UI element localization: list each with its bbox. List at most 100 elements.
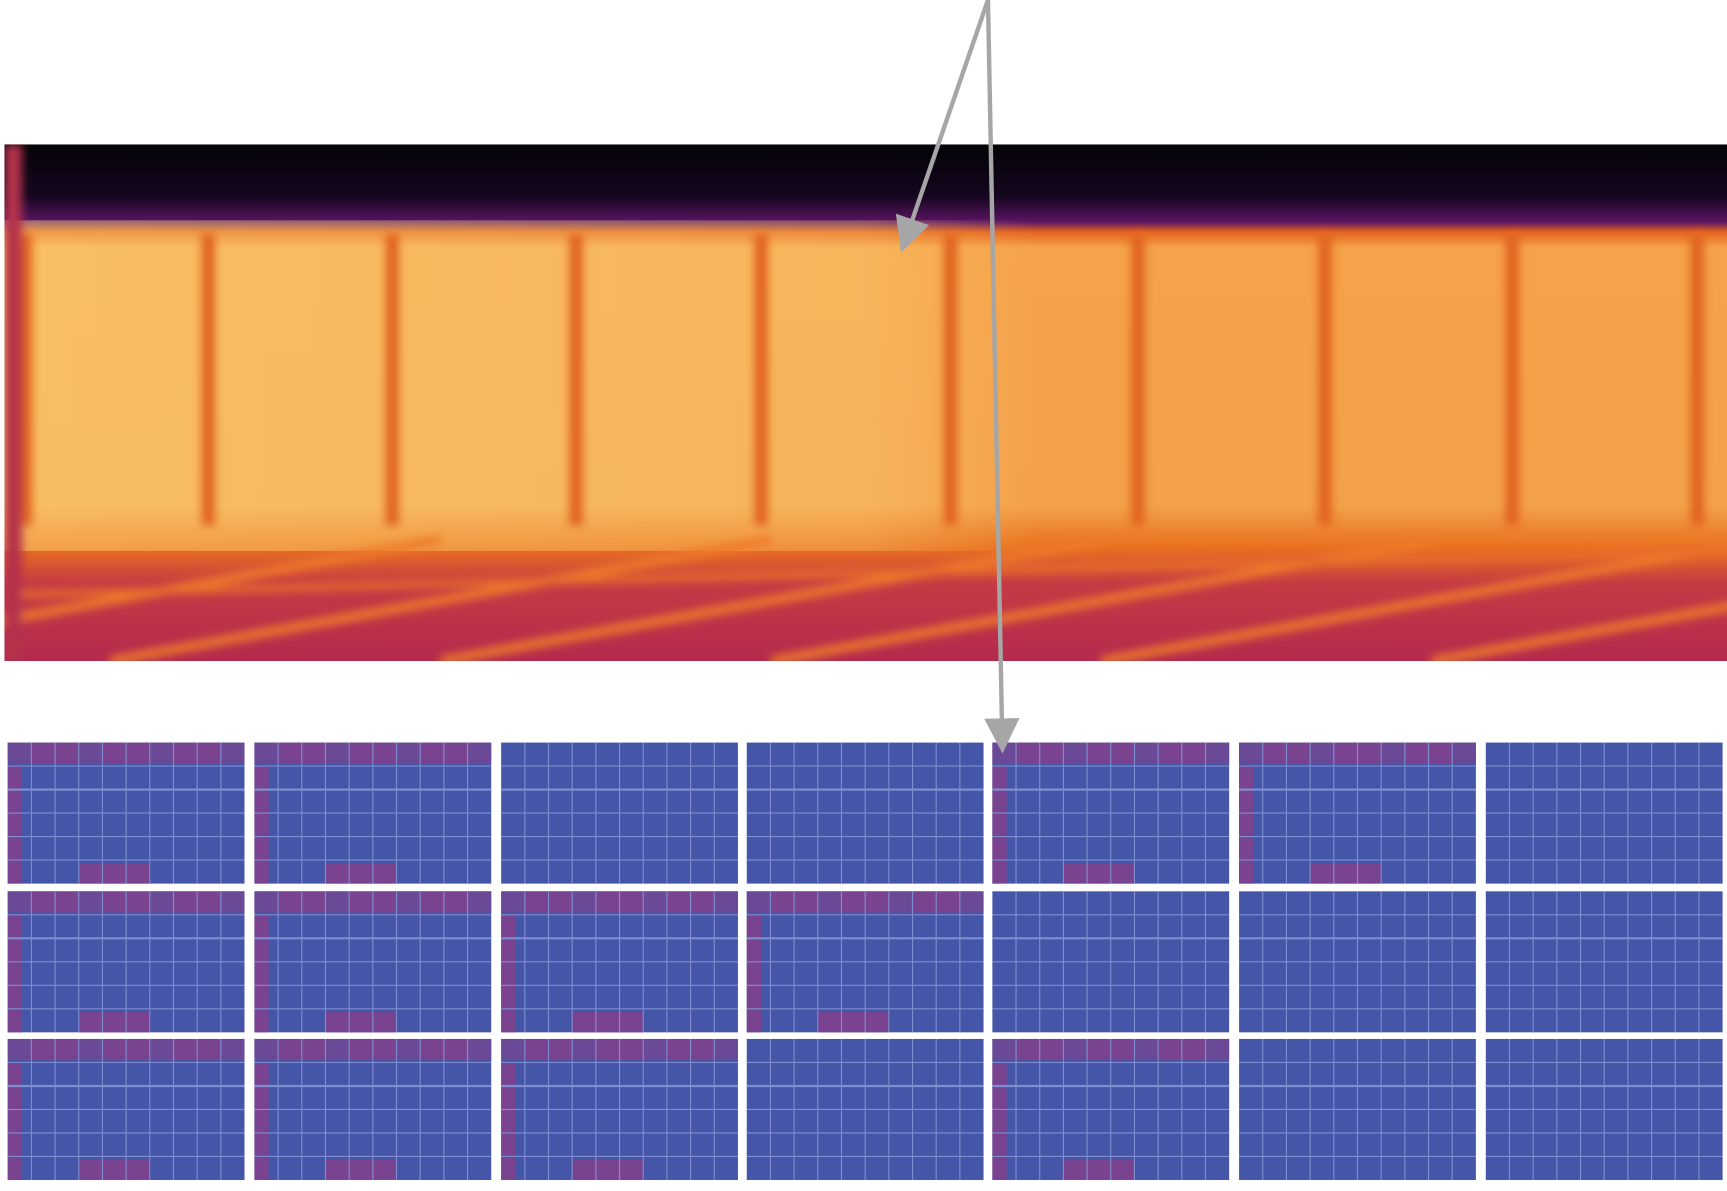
hot-cell <box>501 891 525 913</box>
hot-cell <box>501 1132 516 1157</box>
hot-cell <box>126 1038 150 1061</box>
hot-cell <box>666 891 691 913</box>
hot-cell <box>992 1156 1007 1180</box>
hot-cell <box>1087 742 1111 764</box>
hot-cell <box>1063 1159 1088 1180</box>
module <box>992 1038 1230 1180</box>
hot-cell <box>220 891 245 913</box>
hot-cell <box>7 1132 22 1157</box>
hot-cell <box>372 742 397 764</box>
hot-cell <box>102 742 127 764</box>
module <box>1485 891 1723 1033</box>
hot-cell <box>126 1012 150 1033</box>
hot-cell <box>7 813 22 837</box>
hot-cell <box>254 766 269 790</box>
module <box>254 1038 492 1180</box>
hot-cell <box>1016 1038 1040 1061</box>
hot-cell <box>349 863 373 884</box>
hot-cell <box>7 1156 22 1180</box>
hot-cell <box>992 766 1007 790</box>
hot-cell <box>7 985 22 1009</box>
hot-cell <box>396 1038 421 1061</box>
hot-cell <box>278 891 302 913</box>
hot-cell <box>936 891 960 913</box>
module <box>1485 1038 1723 1180</box>
hot-cell <box>1063 742 1088 764</box>
hot-cell <box>1110 863 1135 884</box>
stripe <box>1100 541 1727 662</box>
hot-cell <box>1239 836 1254 861</box>
hot-cell <box>524 891 549 913</box>
hot-cell <box>1181 742 1206 764</box>
hot-cell <box>1039 742 1064 764</box>
hot-cell <box>126 1159 150 1180</box>
hot-cell <box>992 789 1007 814</box>
module <box>1239 891 1476 1033</box>
hot-cell <box>1087 1038 1111 1061</box>
hot-cell <box>746 961 761 986</box>
module <box>501 742 738 884</box>
hot-cell <box>595 891 620 913</box>
hot-cell <box>349 1159 373 1180</box>
hot-cell <box>1239 860 1254 884</box>
hot-cell <box>301 1038 326 1061</box>
hot-cell <box>173 891 198 913</box>
hot-cell <box>1158 742 1182 764</box>
hot-cell <box>1087 863 1111 884</box>
hot-cell <box>467 891 492 913</box>
hot-cell <box>372 1012 397 1033</box>
hot-cell <box>666 1038 691 1061</box>
hot-cell <box>1333 863 1358 884</box>
hot-cell <box>443 1038 468 1061</box>
module <box>1239 742 1476 884</box>
hot-cell <box>372 1159 397 1180</box>
hot-cell <box>7 766 22 790</box>
panel-gap <box>569 233 583 526</box>
hot-cell <box>501 1109 516 1133</box>
hot-cell <box>7 836 22 861</box>
hot-cell <box>7 1062 22 1086</box>
hot-cell <box>7 891 32 913</box>
hot-cell <box>1110 1159 1135 1180</box>
module <box>501 1038 738 1180</box>
hot-cell <box>173 742 198 764</box>
hot-cell <box>817 891 842 913</box>
hot-cell <box>619 1038 644 1061</box>
hot-cell <box>643 1038 667 1061</box>
hot-cell <box>1181 1038 1206 1061</box>
hot-cell <box>714 1038 738 1061</box>
hot-cell <box>31 891 56 913</box>
hot-cell <box>349 1038 373 1061</box>
hot-cell <box>420 742 444 764</box>
stripe <box>109 535 772 662</box>
hot-cell <box>149 742 174 764</box>
hot-cell <box>102 1038 127 1061</box>
hot-cell <box>254 860 269 884</box>
hot-cell <box>78 1012 103 1033</box>
hot-cell <box>278 1038 302 1061</box>
hot-cell <box>467 742 492 764</box>
hot-cell <box>197 742 221 764</box>
hot-cell <box>372 863 397 884</box>
hot-cell <box>278 742 302 764</box>
stripe <box>439 535 1103 662</box>
hot-cell <box>1239 789 1254 814</box>
module <box>992 742 1230 884</box>
hot-cell <box>254 1132 269 1157</box>
module <box>1239 1038 1476 1180</box>
hot-cell <box>1452 742 1476 764</box>
hot-cell <box>992 1085 1007 1110</box>
hot-cell <box>325 863 350 884</box>
module <box>746 742 984 884</box>
hot-cell <box>254 1109 269 1133</box>
hot-cell <box>7 914 22 939</box>
module <box>1485 742 1723 884</box>
panel-gap <box>385 233 399 526</box>
hot-cell <box>254 961 269 986</box>
arrow <box>984 0 1020 754</box>
hot-cell <box>888 891 913 913</box>
hot-cell <box>7 860 22 884</box>
hot-cell <box>254 742 279 764</box>
hot-cell <box>1262 742 1287 764</box>
